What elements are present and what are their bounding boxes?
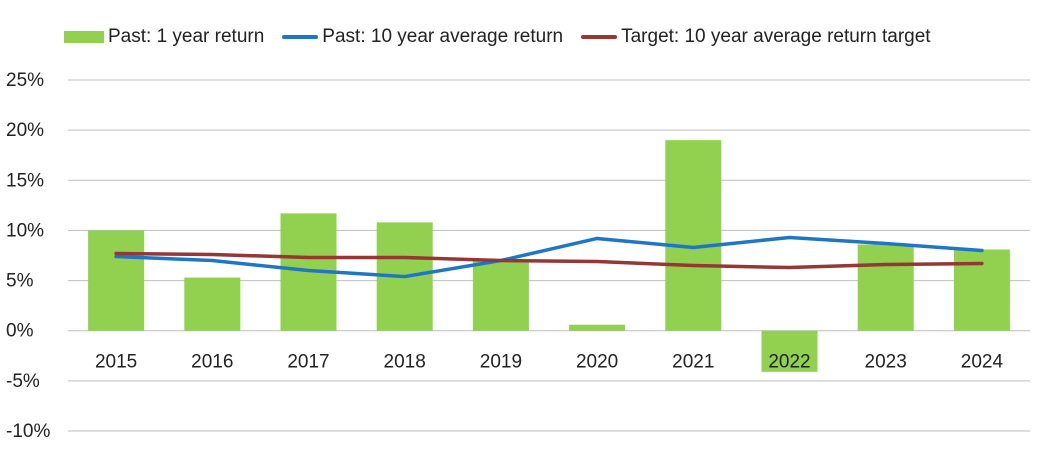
legend-swatch-line-blue (282, 35, 319, 39)
bar (88, 230, 145, 331)
x-tick-label: 2017 (287, 352, 329, 373)
bar (953, 249, 1010, 331)
x-tick-label: 2015 (95, 352, 137, 373)
legend: Past: 1 year return Past: 10 year averag… (64, 24, 931, 50)
legend-swatch-line-red (581, 35, 618, 39)
x-tick-label: 2020 (576, 352, 618, 373)
x-tick-label: 2023 (865, 352, 907, 373)
legend-swatch-bar (64, 31, 104, 43)
bar (569, 324, 626, 331)
legend-item-10-year-average: Past: 10 year average return (282, 26, 563, 48)
series-line-2 (114, 251, 984, 270)
x-tick-label: 2019 (480, 352, 522, 373)
bar (857, 244, 914, 331)
legend-item-target: Target: 10 year average return target (581, 26, 931, 48)
legend-item-1-year-return: Past: 1 year return (64, 26, 264, 48)
x-tick-label: 2021 (672, 352, 714, 373)
x-tick-label: 2024 (961, 352, 1004, 373)
y-tick-label: 25% (6, 70, 44, 91)
x-tick-label: 2022 (768, 352, 810, 373)
y-tick-label: 10% (6, 220, 44, 241)
y-tick-label: -5% (6, 371, 40, 392)
x-tick-label: 2018 (384, 352, 426, 373)
legend-label: Past: 1 year return (108, 26, 265, 47)
legend-label: Target: 10 year average return target (621, 26, 931, 47)
bar (665, 140, 722, 331)
y-tick-label: 15% (6, 170, 44, 191)
y-tick-label: -10% (6, 421, 50, 442)
series-line-1 (114, 235, 984, 279)
y-tick-label: 20% (6, 120, 44, 141)
y-tick-label: 5% (6, 271, 34, 292)
x-tick-label: 2016 (191, 352, 233, 373)
bar (184, 277, 241, 331)
bar (761, 330, 818, 372)
legend-label: Past: 10 year average return (322, 26, 564, 47)
y-tick-label: 0% (6, 321, 34, 342)
bar (472, 260, 529, 331)
